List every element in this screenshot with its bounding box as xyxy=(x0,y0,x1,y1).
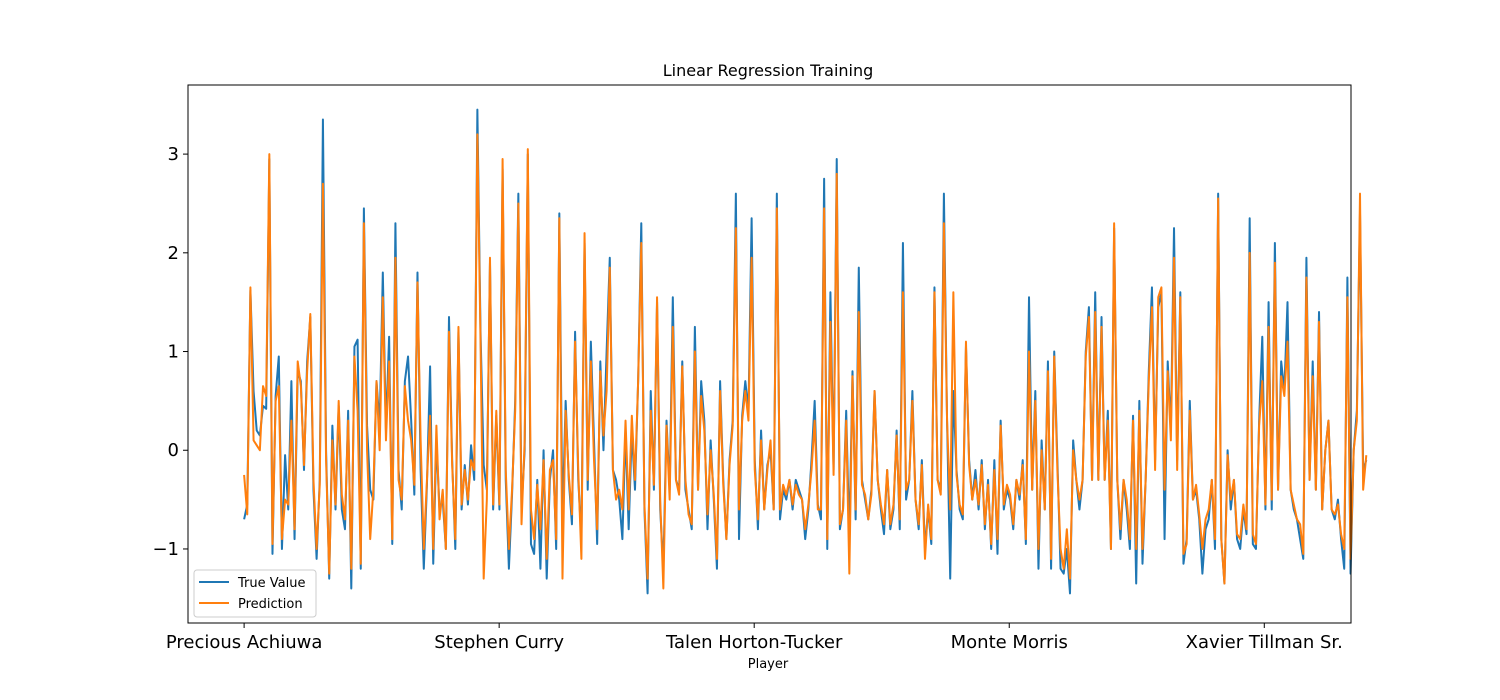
plot-frame xyxy=(187,84,1352,624)
y-axis: −1 0 1 2 3 xyxy=(152,144,188,560)
y-tick-label: −1 xyxy=(152,539,179,560)
y-tick-label: 0 xyxy=(168,440,179,461)
y-tick-label: 3 xyxy=(168,144,179,165)
y-tick-label: 1 xyxy=(168,342,179,363)
x-axis: Precious Achiuwa Stephen Curry Talen Horto… xyxy=(166,623,1343,653)
chart-title: Linear Regression Training xyxy=(663,61,874,80)
x-tick-label: Precious Achiuwa xyxy=(166,632,323,653)
x-tick-label: Monte Morris xyxy=(951,632,1068,653)
legend-label-prediction: Prediction xyxy=(238,597,303,612)
y-tick-label: 2 xyxy=(168,243,179,264)
x-tick-label: Stephen Curry xyxy=(434,632,564,653)
legend-label-true-value: True Value xyxy=(237,576,305,591)
legend: True Value Prediction xyxy=(193,569,317,618)
series-line-prediction xyxy=(243,133,1368,590)
x-tick-label: Talen Horton-Tucker xyxy=(665,632,843,653)
series-layer xyxy=(243,108,1368,595)
x-axis-label: Player xyxy=(748,657,789,672)
x-tick-label: Xavier Tillman Sr. xyxy=(1186,632,1343,653)
